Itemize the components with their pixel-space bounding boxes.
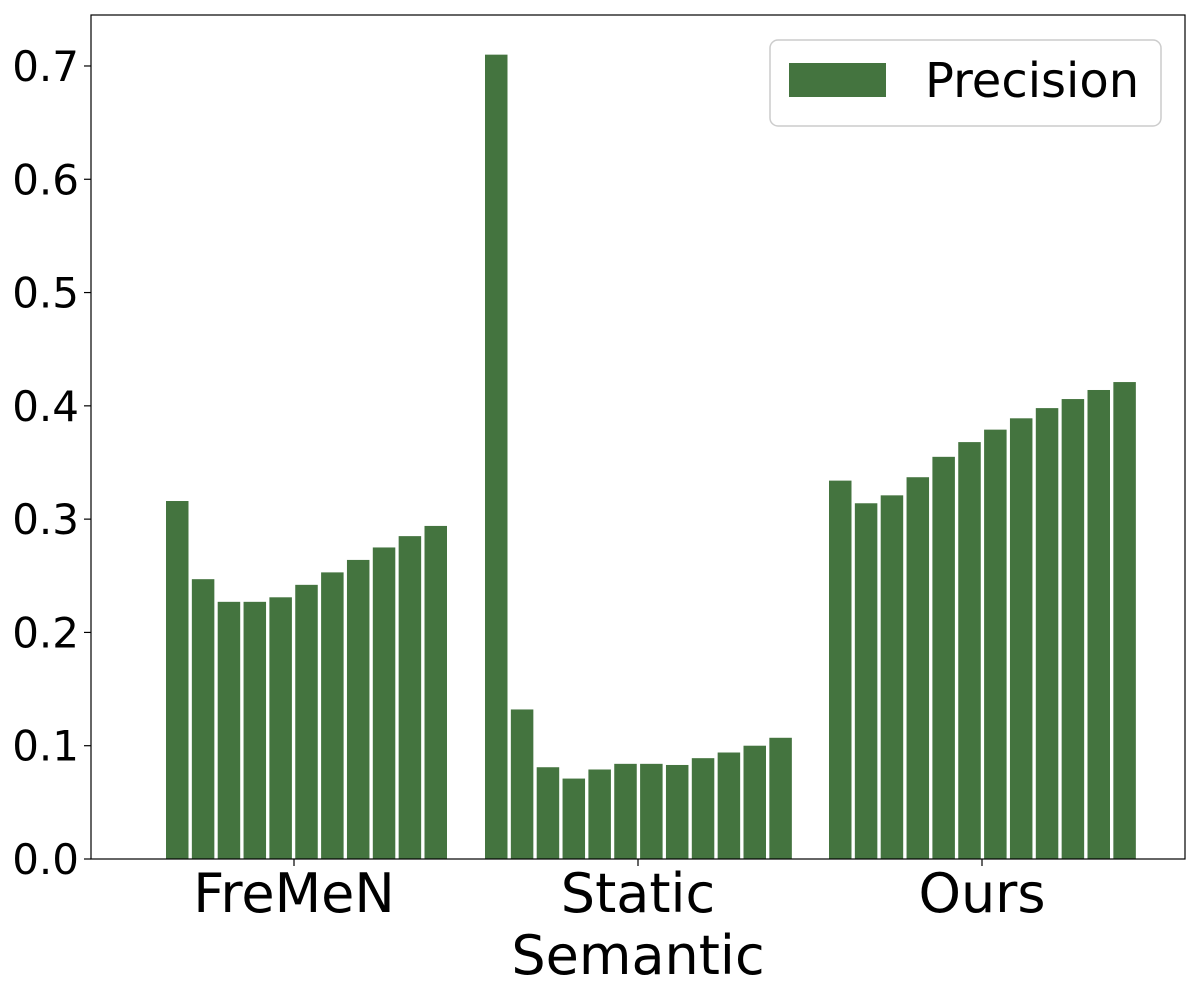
y-tick-label: 0.4	[12, 382, 79, 431]
y-tick-label: 0.5	[12, 269, 79, 318]
bar	[321, 572, 344, 859]
legend-swatch	[789, 63, 886, 97]
bar	[640, 763, 663, 859]
bar	[769, 737, 792, 859]
y-tick-label: 0.2	[12, 608, 79, 657]
y-tick-label: 0.7	[12, 42, 79, 91]
bar	[854, 503, 878, 859]
bar	[932, 456, 955, 859]
bar	[665, 764, 689, 859]
bar	[906, 477, 930, 859]
legend-label: Precision	[925, 53, 1139, 109]
bar	[295, 584, 318, 859]
bar	[510, 709, 534, 859]
bar	[372, 547, 396, 859]
y-axis: 0.0 0.1 0.2 0.3 0.4 0.5 0.6 0.7	[12, 42, 91, 884]
bars-layer	[166, 54, 1136, 859]
bar	[485, 54, 508, 859]
bar	[536, 767, 560, 859]
bar	[269, 597, 292, 859]
bar	[243, 601, 267, 859]
bar	[1061, 399, 1085, 859]
x-category-label: Ours	[918, 862, 1045, 925]
bar	[984, 429, 1007, 859]
bar	[958, 442, 981, 859]
bar	[614, 763, 637, 859]
bar	[398, 536, 422, 859]
x-category-label: Semantic	[511, 924, 764, 987]
bar	[743, 745, 766, 859]
bar	[829, 480, 852, 859]
bar	[562, 778, 586, 859]
legend: Precision	[769, 39, 1162, 127]
bar	[1035, 408, 1059, 859]
y-tick-label: 0.6	[12, 155, 79, 204]
bar	[691, 758, 715, 859]
bar	[217, 601, 241, 859]
y-tick-label: 0.1	[12, 722, 79, 771]
bar	[346, 559, 370, 859]
bar	[1087, 389, 1110, 859]
bar	[1113, 382, 1136, 859]
bar	[1009, 418, 1033, 859]
bar	[424, 525, 447, 859]
y-tick-label: 0.0	[12, 835, 79, 884]
x-category-label: FreMeN	[193, 862, 395, 925]
x-category-label: Static	[561, 862, 715, 925]
y-tick-label: 0.3	[12, 495, 79, 544]
bar	[166, 501, 189, 859]
bar	[588, 769, 611, 859]
legend-box	[769, 39, 1162, 127]
bar	[191, 579, 215, 859]
bar	[717, 752, 741, 859]
bar	[880, 495, 904, 859]
